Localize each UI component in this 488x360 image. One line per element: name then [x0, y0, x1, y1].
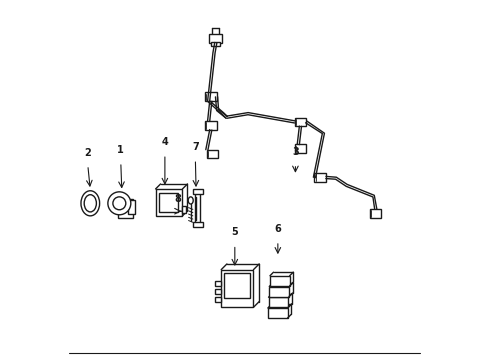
- Text: 4: 4: [161, 137, 168, 147]
- Bar: [193, 189, 202, 194]
- Ellipse shape: [81, 191, 100, 216]
- Bar: [159, 193, 178, 212]
- Bar: [193, 222, 202, 226]
- Bar: [215, 289, 221, 294]
- Bar: [206, 150, 218, 158]
- Bar: [215, 282, 221, 286]
- Text: 2: 2: [84, 148, 91, 158]
- Ellipse shape: [84, 195, 96, 212]
- Ellipse shape: [188, 197, 193, 204]
- Bar: [269, 276, 289, 286]
- Bar: [118, 199, 133, 218]
- Bar: [224, 273, 249, 298]
- Bar: [268, 297, 287, 307]
- Bar: [128, 201, 135, 214]
- Bar: [204, 121, 216, 130]
- Bar: [204, 93, 216, 101]
- Bar: [195, 191, 200, 223]
- Circle shape: [108, 192, 131, 215]
- Text: 8: 8: [174, 194, 181, 204]
- Bar: [215, 297, 221, 302]
- Bar: [221, 270, 253, 307]
- Text: 6: 6: [274, 224, 281, 234]
- Circle shape: [113, 197, 125, 210]
- Bar: [294, 144, 305, 153]
- Text: 5: 5: [231, 228, 238, 237]
- Bar: [269, 287, 288, 297]
- Bar: [211, 42, 220, 45]
- Bar: [209, 34, 222, 42]
- Text: 3: 3: [291, 147, 298, 157]
- Bar: [314, 173, 325, 182]
- Bar: [182, 206, 185, 213]
- Bar: [369, 209, 381, 218]
- Bar: [267, 308, 287, 318]
- Bar: [155, 189, 182, 216]
- Bar: [294, 118, 305, 126]
- Text: 7: 7: [192, 142, 198, 152]
- Text: 1: 1: [117, 145, 124, 155]
